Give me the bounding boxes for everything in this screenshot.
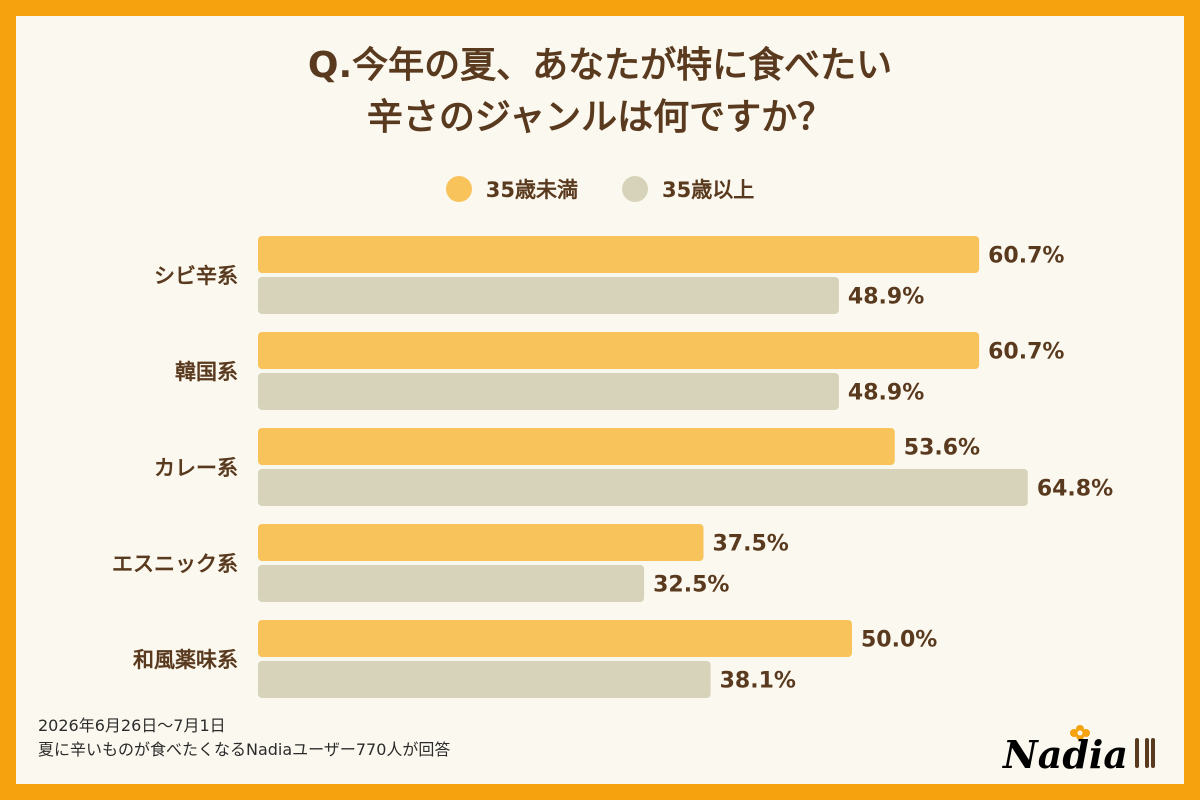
legend-item-35-and-over: 35歳以上 (622, 174, 754, 204)
data-label: 53.6% (904, 436, 980, 461)
chart-title: Q.今年の夏、あなたが特に食べたい 辛さのジャンルは何ですか？ (16, 40, 1184, 144)
bar (258, 524, 704, 561)
category-label: カレー系 (154, 456, 238, 480)
data-label: 32.5% (653, 573, 729, 598)
bar (258, 332, 980, 369)
legend-label-under-35: 35歳未満 (485, 178, 578, 202)
bar (258, 428, 895, 465)
survey-date: 2026年6月26日～7月1日 (38, 716, 226, 735)
bar (258, 277, 839, 314)
bar (258, 661, 711, 698)
data-label: 60.7% (988, 244, 1064, 269)
bar (258, 236, 980, 273)
data-label: 38.1% (720, 669, 796, 694)
data-label: 64.8% (1037, 477, 1113, 502)
legend: 35歳未満 35歳以上 (16, 174, 1184, 204)
data-label: 37.5% (713, 532, 789, 557)
bar (258, 373, 839, 410)
category-label: シビ辛系 (154, 264, 238, 288)
data-label: 50.0% (861, 628, 937, 653)
flower-icon (1070, 725, 1090, 740)
legend-swatch-under-35 (445, 176, 472, 202)
footnote: 2026年6月26日～7月1日 夏に辛いものが食べたくなるNadiaユーザー77… (38, 714, 450, 762)
logo-text: Nadia (1002, 732, 1128, 774)
category-label: エスニック系 (112, 552, 238, 576)
category-label: 和風薬味系 (133, 648, 238, 672)
cutlery-icon (1135, 738, 1155, 768)
bar (258, 469, 1028, 506)
chart-title-line-1: Q.今年の夏、あなたが特に食べたい (307, 45, 893, 86)
data-label: 48.9% (848, 285, 924, 310)
legend-item-under-35: 35歳未満 (445, 174, 578, 204)
chart-card: Q.今年の夏、あなたが特に食べたい 辛さのジャンルは何ですか？ 35歳未満 35… (16, 16, 1184, 784)
chart-title-line-2: 辛さのジャンルは何ですか？ (366, 97, 834, 138)
survey-description: 夏に辛いものが食べたくなるNadiaユーザー770人が回答 (38, 740, 451, 759)
nadia-logo: Nadia (1002, 725, 1155, 774)
legend-label-35-and-over: 35歳以上 (662, 178, 755, 202)
bar-chart: シビ辛系 60.7% 48.9% 韓国系 60.7% 48.9% カレー系 53.6% 64.8… (112, 236, 1113, 698)
bar (258, 620, 852, 657)
legend-swatch-35-and-over (622, 176, 648, 202)
data-label: 48.9% (848, 381, 924, 406)
data-label: 60.7% (988, 340, 1064, 365)
category-label: 韓国系 (175, 360, 238, 384)
bar (258, 565, 645, 602)
